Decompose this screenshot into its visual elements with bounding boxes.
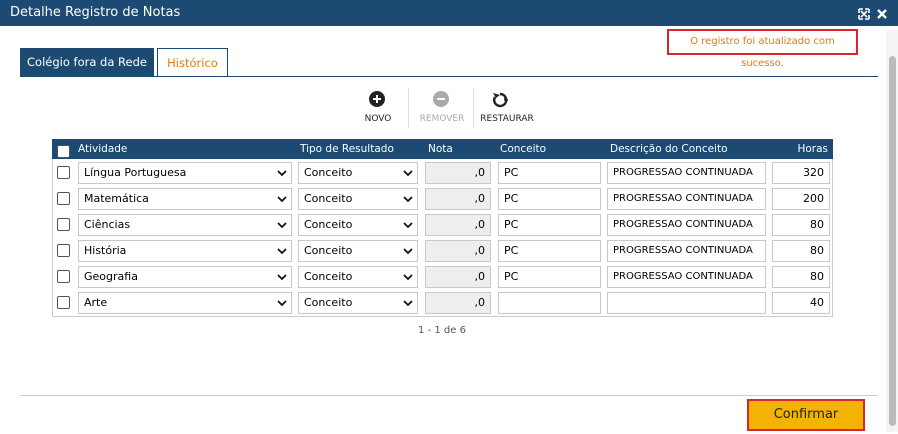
scroll-thumb[interactable] bbox=[889, 56, 896, 426]
scrollbar bbox=[886, 30, 898, 432]
window-title: Detalhe Registro de Notas bbox=[0, 0, 898, 26]
separator bbox=[473, 88, 474, 128]
select[interactable]: Conceito bbox=[298, 214, 418, 236]
input[interactable]: ,0 bbox=[425, 266, 491, 288]
input[interactable]: ,0 bbox=[425, 214, 491, 236]
input[interactable]: ,0 bbox=[425, 292, 491, 314]
separator bbox=[408, 88, 409, 128]
select[interactable]: Conceito bbox=[298, 188, 418, 210]
divider bbox=[20, 395, 878, 396]
toolbar-button[interactable]: NOVO bbox=[364, 114, 392, 124]
confirm-button[interactable]: Confirmar bbox=[747, 399, 865, 431]
select[interactable]: Língua Portuguesa bbox=[78, 162, 292, 184]
select[interactable]: Geografia bbox=[78, 266, 292, 288]
input[interactable]: PC bbox=[498, 214, 601, 236]
input[interactable]: 320 bbox=[772, 162, 830, 184]
column-header: Atividade bbox=[78, 143, 128, 155]
input[interactable]: ,0 bbox=[425, 240, 491, 262]
tab[interactable]: Colégio fora da Rede bbox=[20, 48, 154, 77]
row-checkbox[interactable] bbox=[57, 218, 70, 231]
input[interactable]: PROGRESSAO CONTINUADA bbox=[607, 214, 766, 236]
checkbox-all[interactable] bbox=[57, 145, 70, 158]
select[interactable]: Conceito bbox=[298, 292, 418, 314]
select[interactable]: História bbox=[78, 240, 292, 262]
pagination: 1 - 1 de 6 bbox=[418, 325, 466, 336]
row-checkbox[interactable] bbox=[57, 166, 70, 179]
select[interactable]: Conceito bbox=[298, 240, 418, 262]
column-header: Tipo de Resultado bbox=[300, 143, 394, 155]
select[interactable]: Ciências bbox=[78, 214, 292, 236]
toolbar-button[interactable]: RESTAURAR bbox=[480, 114, 534, 124]
input[interactable] bbox=[498, 292, 601, 314]
input[interactable]: PC bbox=[498, 188, 601, 210]
input[interactable]: PC bbox=[498, 240, 601, 262]
input[interactable]: PROGRESSAO CONTINUADA bbox=[607, 240, 766, 262]
success-message: O registro foi atualizado com sucesso. bbox=[667, 29, 858, 69]
input[interactable]: 40 bbox=[772, 292, 830, 314]
window-controls[interactable] bbox=[858, 8, 890, 20]
input[interactable]: ,0 bbox=[425, 188, 491, 210]
row-checkbox[interactable] bbox=[57, 244, 70, 257]
tab-active[interactable]: Histórico bbox=[157, 48, 228, 77]
input[interactable]: 80 bbox=[772, 240, 830, 262]
row-checkbox[interactable] bbox=[57, 296, 70, 309]
row-checkbox[interactable] bbox=[57, 270, 70, 283]
select[interactable]: Arte bbox=[78, 292, 292, 314]
select[interactable]: Conceito bbox=[298, 266, 418, 288]
input[interactable]: 200 bbox=[772, 188, 830, 210]
input[interactable]: PROGRESSAO CONTINUADA bbox=[607, 266, 766, 288]
select[interactable]: Matemática bbox=[78, 188, 292, 210]
toolbar-icons bbox=[369, 91, 508, 108]
select[interactable]: Conceito bbox=[298, 162, 418, 184]
row-checkbox[interactable] bbox=[57, 192, 70, 205]
input[interactable] bbox=[607, 292, 766, 314]
toolbar-button[interactable]: REMOVER bbox=[419, 114, 465, 124]
tab-line bbox=[20, 76, 878, 77]
input[interactable]: PC bbox=[498, 162, 601, 184]
input[interactable]: PROGRESSAO CONTINUADA bbox=[607, 188, 766, 210]
column-header: Nota bbox=[428, 143, 453, 155]
column-header: Conceito bbox=[500, 143, 547, 155]
input[interactable]: PC bbox=[498, 266, 601, 288]
column-header: Horas bbox=[797, 143, 828, 155]
input[interactable]: PROGRESSAO CONTINUADA bbox=[607, 162, 766, 184]
table-header bbox=[52, 139, 833, 159]
input[interactable]: 80 bbox=[772, 214, 830, 236]
table bbox=[52, 139, 833, 317]
input[interactable]: ,0 bbox=[425, 162, 491, 184]
input[interactable]: 80 bbox=[772, 266, 830, 288]
column-header: Descrição do Conceito bbox=[610, 143, 728, 155]
